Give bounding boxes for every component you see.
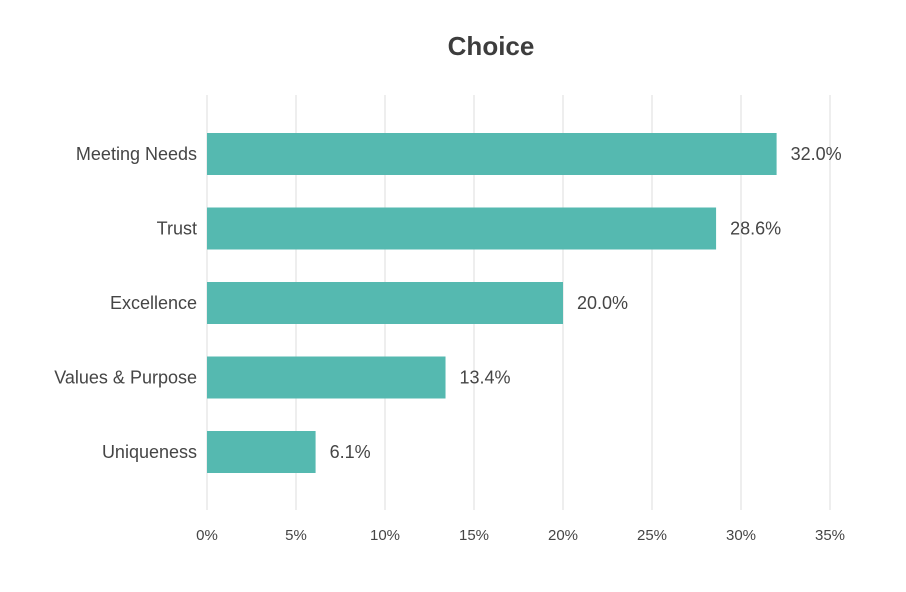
x-tick-label: 25% <box>637 527 667 544</box>
chart-title: Choice <box>448 31 535 61</box>
category-label: Trust <box>157 219 197 239</box>
bars <box>207 133 777 473</box>
category-labels: Meeting Needs Trust Excellence Values & Pur… <box>54 144 197 462</box>
bar <box>207 356 446 399</box>
x-tick-label: 35% <box>815 527 845 544</box>
value-label: 6.1% <box>330 442 371 462</box>
x-tick-label: 5% <box>285 527 307 544</box>
x-tick-label: 15% <box>459 527 489 544</box>
bar <box>207 133 777 175</box>
category-label: Meeting Needs <box>76 144 197 164</box>
category-label: Excellence <box>110 293 197 313</box>
value-label: 32.0% <box>791 144 842 164</box>
x-tick-label: 10% <box>370 527 400 544</box>
category-label: Uniqueness <box>102 442 197 462</box>
x-axis-tick-labels: 0% 5% 10% 15% 20% 25% 30% 35% <box>196 527 845 544</box>
value-label: 20.0% <box>577 293 628 313</box>
category-label: Values & Purpose <box>54 368 197 388</box>
bar <box>207 207 717 250</box>
x-tick-label: 0% <box>196 527 218 544</box>
value-label: 13.4% <box>460 368 511 388</box>
bar <box>207 282 563 324</box>
x-tick-label: 20% <box>548 527 578 544</box>
value-labels: 32.0% 28.6% 20.0% 13.4% 6.1% <box>330 144 842 462</box>
x-tick-label: 30% <box>726 527 756 544</box>
value-label: 28.6% <box>730 219 781 239</box>
bar <box>207 431 316 473</box>
